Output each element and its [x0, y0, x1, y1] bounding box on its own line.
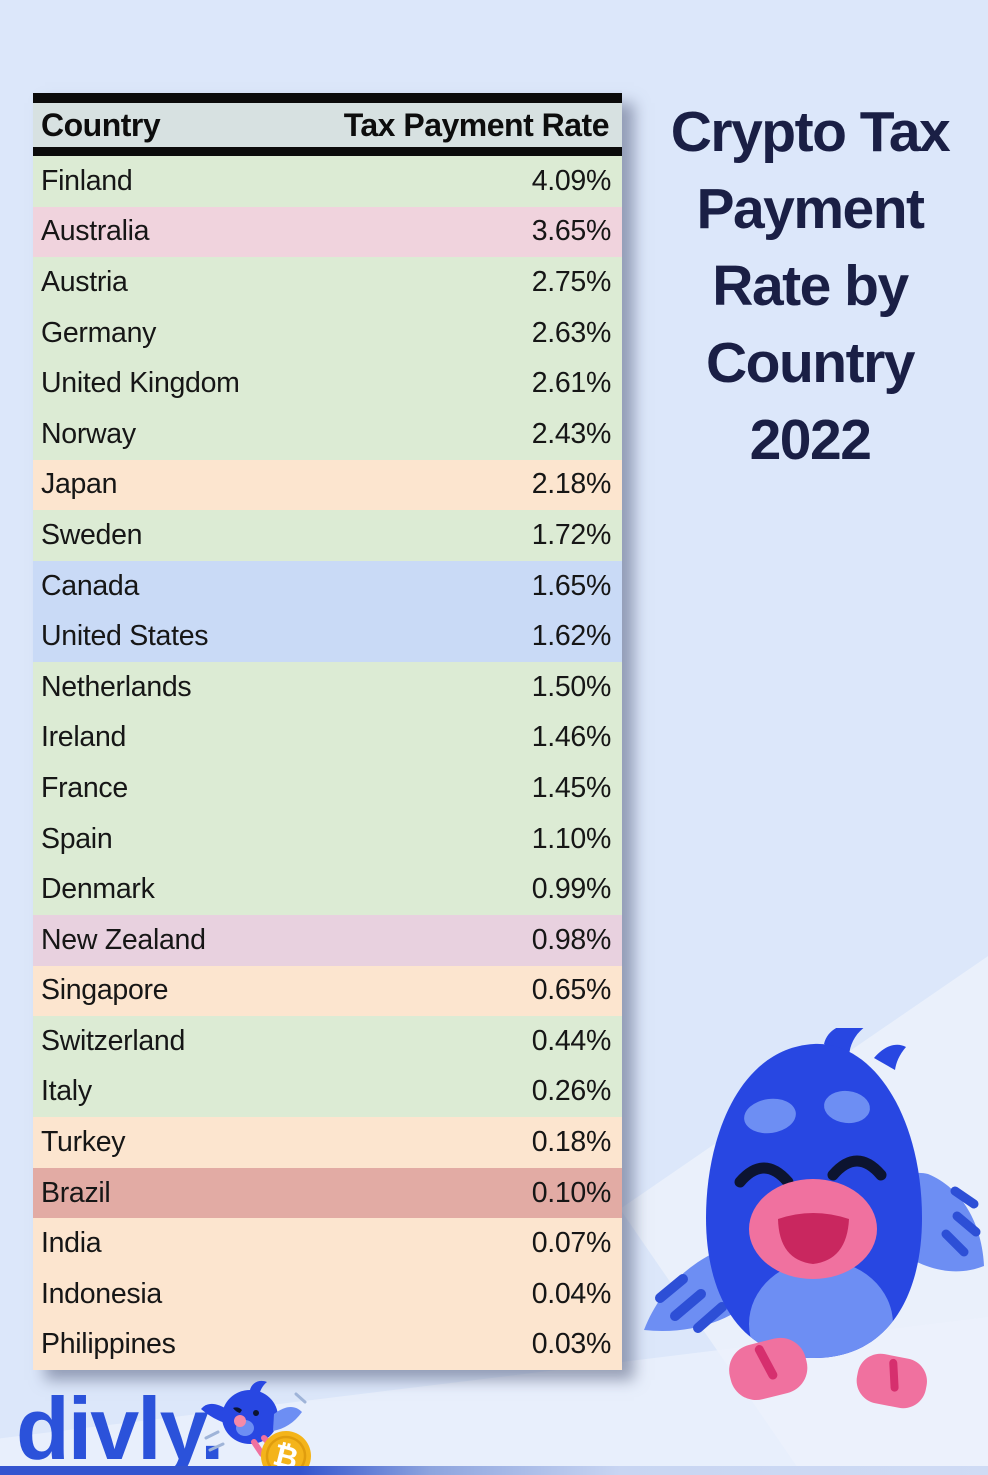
- country-cell: Norway: [41, 417, 136, 450]
- mascot-eyes: [734, 1155, 887, 1188]
- brand-wordmark: divly.: [16, 1379, 224, 1475]
- divly-bird-mascot: [644, 1028, 984, 1409]
- rate-cell: 1.72%: [531, 518, 612, 551]
- country-cell: Finland: [41, 164, 133, 197]
- table-row: Finland 4.09%: [33, 156, 622, 207]
- logo-bird: [201, 1380, 302, 1457]
- table-row: Denmark 0.99%: [33, 864, 622, 915]
- crypto-tax-table: Country Tax Payment Rate Finland 4.09% Aus…: [33, 93, 622, 1371]
- rate-cell: 1.50%: [531, 670, 612, 703]
- country-cell: Spain: [41, 822, 113, 855]
- rate-cell: 1.46%: [531, 721, 612, 754]
- country-cell: Brazil: [41, 1176, 111, 1209]
- table-row: Norway 2.43%: [33, 408, 622, 460]
- rate-cell: 0.98%: [531, 923, 612, 956]
- table-row: Canada 1.65%: [33, 560, 622, 612]
- rate-cell: 4.09%: [531, 164, 612, 197]
- table-row: New Zealand 0.98%: [33, 914, 622, 966]
- table-row: United States 1.62%: [33, 611, 622, 662]
- bottom-accent-bar: [0, 1466, 988, 1475]
- page-title-line: Rate by: [712, 254, 909, 318]
- rate-cell: 1.62%: [531, 620, 612, 653]
- country-cell: Australia: [41, 215, 150, 248]
- table-row: Indonesia 0.04%: [33, 1269, 622, 1320]
- mascot-left-foot: [729, 1337, 808, 1401]
- rate-cell: 0.44%: [531, 1024, 612, 1057]
- table-row: Spain 1.10%: [33, 813, 622, 865]
- column-header-rate: Tax Payment Rate: [343, 106, 610, 143]
- table-header-row: Country Tax Payment Rate: [33, 103, 622, 156]
- rate-cell: 2.63%: [531, 316, 612, 349]
- rate-cell: 3.65%: [531, 215, 612, 248]
- rate-cell: 0.10%: [531, 1176, 612, 1209]
- column-header-country: Country: [41, 106, 161, 143]
- table-row: United Kingdom 2.61%: [33, 358, 622, 409]
- country-cell: Turkey: [41, 1126, 126, 1159]
- table-row: Turkey 0.18%: [33, 1117, 622, 1168]
- rate-cell: 2.75%: [531, 265, 612, 298]
- rate-cell: 2.18%: [531, 468, 612, 501]
- rate-cell: 0.18%: [531, 1126, 612, 1159]
- country-cell: United Kingdom: [41, 367, 240, 400]
- table-row: Sweden 1.72%: [33, 510, 622, 561]
- country-cell: Italy: [41, 1075, 92, 1108]
- mascot-beak: [749, 1179, 877, 1279]
- table-row: Italy 0.26%: [33, 1066, 622, 1118]
- country-cell: New Zealand: [41, 923, 206, 956]
- country-cell: India: [41, 1227, 102, 1260]
- table-body: Finland 4.09% Australia 3.65% Austria 2.75% Ge…: [33, 156, 622, 1371]
- divly-logo-bird-bitcoin-icon: ₿: [201, 1380, 311, 1475]
- rate-cell: 2.61%: [531, 367, 612, 400]
- rate-cell: 0.03%: [531, 1328, 612, 1361]
- table-row: Philippines 0.03%: [33, 1319, 622, 1371]
- table-row: Germany 2.63%: [33, 307, 622, 359]
- country-cell: Singapore: [41, 974, 169, 1007]
- rate-cell: 0.07%: [531, 1227, 612, 1260]
- country-cell: Canada: [41, 569, 140, 602]
- rate-cell: 0.65%: [531, 974, 612, 1007]
- table-row: Singapore 0.65%: [33, 965, 622, 1017]
- rate-cell: 1.65%: [531, 569, 612, 602]
- rate-cell: 0.99%: [531, 873, 612, 906]
- country-cell: Netherlands: [41, 670, 192, 703]
- mascot-right-foot: [856, 1353, 927, 1409]
- page-title: Crypto Tax Payment Rate by Country 2022: [632, 94, 988, 479]
- table-row: Australia 3.65%: [33, 206, 622, 258]
- table-row: India 0.07%: [33, 1218, 622, 1270]
- country-cell: United States: [41, 620, 209, 653]
- table-row: France 1.45%: [33, 763, 622, 814]
- rate-cell: 1.45%: [531, 771, 612, 804]
- country-cell: France: [41, 771, 128, 804]
- country-cell: Austria: [41, 265, 128, 298]
- rate-cell: 2.43%: [531, 417, 612, 450]
- country-cell: Indonesia: [41, 1277, 162, 1310]
- country-cell: Japan: [41, 468, 118, 501]
- table-row: Netherlands 1.50%: [33, 661, 622, 713]
- rate-cell: 0.26%: [531, 1075, 612, 1108]
- page-title-line: Country: [706, 331, 915, 395]
- country-cell: Sweden: [41, 518, 143, 551]
- country-cell: Germany: [41, 316, 157, 349]
- motion-lines-icon: [204, 1392, 307, 1452]
- page-title-line: Payment: [696, 177, 925, 241]
- rate-cell: 0.04%: [531, 1277, 612, 1310]
- page-title-line: Crypto Tax: [670, 100, 951, 164]
- country-cell: Philippines: [41, 1328, 176, 1361]
- table-row: Ireland 1.46%: [33, 712, 622, 764]
- table-row: Japan 2.18%: [33, 459, 622, 511]
- table-row: Brazil 0.10%: [33, 1167, 622, 1219]
- country-cell: Denmark: [41, 873, 155, 906]
- rate-cell: 1.10%: [531, 822, 612, 855]
- table-row: Austria 2.75%: [33, 257, 622, 308]
- country-cell: Switzerland: [41, 1024, 186, 1057]
- country-cell: Ireland: [41, 721, 127, 754]
- table-row: Switzerland 0.44%: [33, 1016, 622, 1067]
- page-title-line: 2022: [749, 408, 872, 472]
